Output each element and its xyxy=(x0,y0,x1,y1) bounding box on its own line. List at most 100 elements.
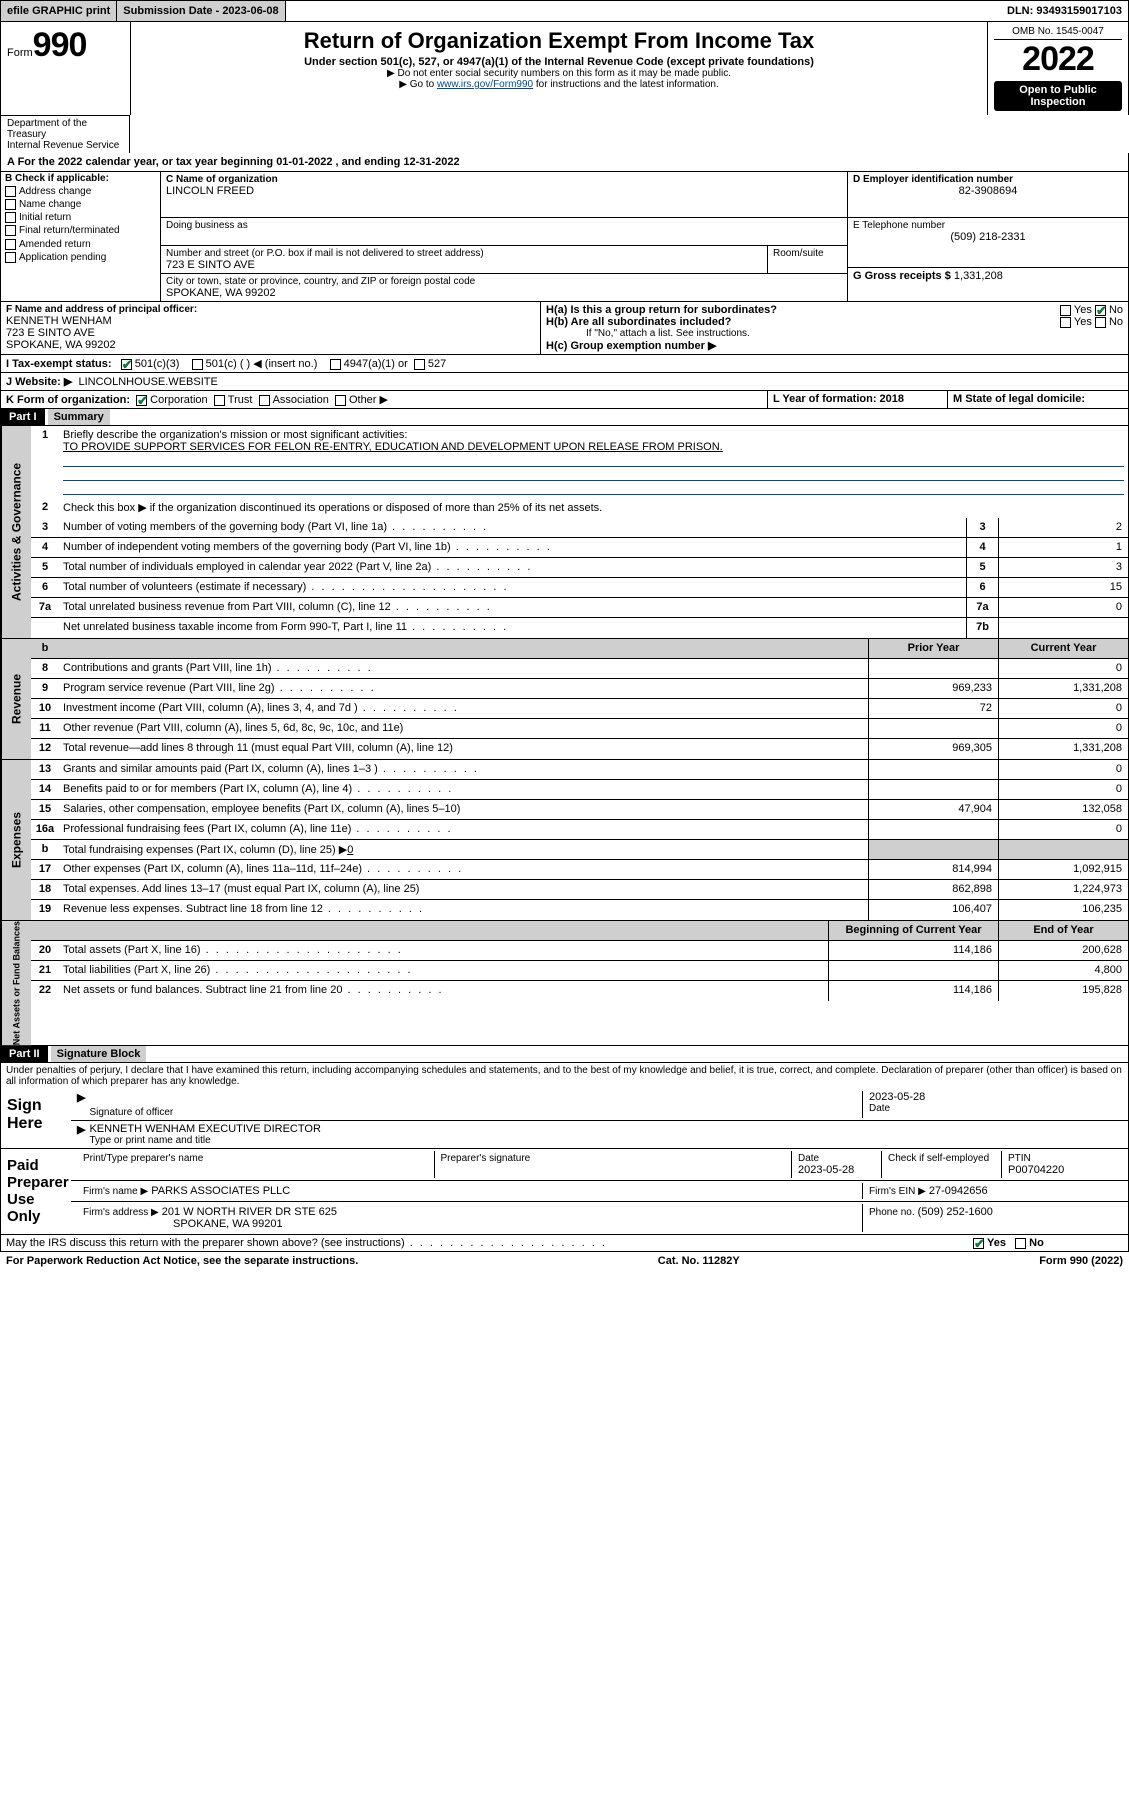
checkbox-icon[interactable] xyxy=(136,395,147,406)
d-label: D Employer identification number xyxy=(853,174,1123,185)
tab-expenses: Expenses xyxy=(1,760,31,920)
checkbox-icon[interactable] xyxy=(1095,305,1106,316)
line5-text: Total number of individuals employed in … xyxy=(59,558,966,577)
prep-date-label: Date xyxy=(798,1153,875,1164)
p21 xyxy=(828,961,998,980)
mission-text: TO PROVIDE SUPPORT SERVICES FOR FELON RE… xyxy=(63,441,723,453)
end-year-header: End of Year xyxy=(998,921,1128,940)
checkbox-icon[interactable] xyxy=(121,359,132,370)
pra-notice: For Paperwork Reduction Act Notice, see … xyxy=(6,1255,358,1267)
prep-date-val: 2023-05-28 xyxy=(798,1164,875,1176)
c16a: 0 xyxy=(998,820,1128,839)
checkbox-icon[interactable] xyxy=(5,239,16,250)
c10: 0 xyxy=(998,699,1128,718)
k-label: K Form of organization: xyxy=(6,394,130,406)
checkbox-icon[interactable] xyxy=(5,225,16,236)
c-name-label: C Name of organization xyxy=(166,174,842,185)
checkbox-icon[interactable] xyxy=(5,212,16,223)
checkbox-icon[interactable] xyxy=(335,395,346,406)
form-note1: ▶ Do not enter social security numbers o… xyxy=(137,68,981,79)
header-right: OMB No. 1545-0047 2022 Open to Public In… xyxy=(988,22,1128,115)
c21: 4,800 xyxy=(998,961,1128,980)
dln-label: DLN: 93493159017103 xyxy=(1001,1,1128,21)
checkbox-icon[interactable] xyxy=(1060,317,1071,328)
note2-post: for instructions and the latest informat… xyxy=(533,79,719,90)
sig-officer-label: Signature of officer xyxy=(89,1107,862,1118)
dept2: Internal Revenue Service xyxy=(7,140,119,151)
prior-year-header: Prior Year xyxy=(868,639,998,658)
p20: 114,186 xyxy=(828,941,998,960)
self-employed: Check if self-employed xyxy=(882,1151,1002,1178)
checkbox-icon[interactable] xyxy=(1095,317,1106,328)
b-opt-final: Final return/terminated xyxy=(1,224,160,237)
i-4947: 4947(a)(1) or xyxy=(344,358,408,370)
no-label: No xyxy=(1029,1237,1044,1249)
line7a-val: 0 xyxy=(998,598,1128,617)
p16a xyxy=(868,820,998,839)
officer-name: KENNETH WENHAM xyxy=(6,315,535,327)
part-i-tag: Part I xyxy=(1,409,45,425)
b-opt-initial: Initial return xyxy=(1,211,160,224)
form-footer: Form 990 (2022) xyxy=(1039,1255,1123,1267)
city-label: City or town, state or province, country… xyxy=(166,276,842,287)
line2-text: Check this box ▶ if the organization dis… xyxy=(59,498,1128,518)
header-center: Return of Organization Exempt From Incom… xyxy=(131,22,988,115)
line-num xyxy=(31,618,59,638)
ha-label: H(a) Is this a group return for subordin… xyxy=(546,304,777,316)
checkbox-icon[interactable] xyxy=(414,359,425,370)
p9: 969,233 xyxy=(868,679,998,698)
l20: Total assets (Part X, line 16) xyxy=(59,941,828,960)
checkbox-icon[interactable] xyxy=(214,395,225,406)
i-501c3: 501(c)(3) xyxy=(135,358,180,370)
org-city: SPOKANE, WA 99202 xyxy=(166,287,842,299)
tab-netassets: Net Assets or Fund Balances xyxy=(1,921,31,1045)
line-box: 7a xyxy=(966,598,998,617)
dept-treasury: Department of the Treasury Internal Reve… xyxy=(0,115,130,153)
header-blank xyxy=(59,639,868,658)
checkbox-icon[interactable] xyxy=(5,186,16,197)
line-num: 5 xyxy=(31,558,59,577)
checkbox-icon[interactable] xyxy=(973,1238,984,1249)
c17: 1,092,915 xyxy=(998,860,1128,879)
line-box: 4 xyxy=(966,538,998,557)
checkbox-icon[interactable] xyxy=(259,395,270,406)
checkbox-icon[interactable] xyxy=(1060,305,1071,316)
irs-link[interactable]: www.irs.gov/Form990 xyxy=(437,79,533,90)
efile-print-button[interactable]: efile GRAPHIC print xyxy=(1,1,117,21)
b-opt-pending: Application pending xyxy=(1,251,160,264)
checkbox-icon[interactable] xyxy=(1015,1238,1026,1249)
b-opt-amended: Amended return xyxy=(1,238,160,251)
arrow-icon: ▶ xyxy=(77,1091,85,1118)
checkbox-icon[interactable] xyxy=(330,359,341,370)
b-opt-address: Address change xyxy=(1,185,160,198)
i-501c: 501(c) ( ) ◀ (insert no.) xyxy=(206,358,318,370)
line-j: J Website: ▶ LINCOLNHOUSE.WEBSITE xyxy=(1,373,1128,390)
gross-receipts: 1,331,208 xyxy=(954,270,1003,282)
checkbox-icon[interactable] xyxy=(5,252,16,263)
hc-label: H(c) Group exemption number ▶ xyxy=(546,339,1123,352)
paid-preparer-label: Paid Preparer Use Only xyxy=(1,1149,71,1234)
firm-addr: 201 W NORTH RIVER DR STE 625 xyxy=(162,1206,337,1218)
line-num: 6 xyxy=(31,578,59,597)
c18: 1,224,973 xyxy=(998,880,1128,899)
e-label: E Telephone number xyxy=(853,220,1123,231)
k-corp: Corporation xyxy=(150,394,207,406)
l10: Investment income (Part VIII, column (A)… xyxy=(59,699,868,718)
yes-label: Yes xyxy=(1074,304,1092,316)
yes-label: Yes xyxy=(1074,316,1092,328)
cat-no: Cat. No. 11282Y xyxy=(658,1255,740,1267)
line3-text: Number of voting members of the governin… xyxy=(59,518,966,537)
checkbox-icon[interactable] xyxy=(5,199,16,210)
line-box: 3 xyxy=(966,518,998,537)
l14: Benefits paid to or for members (Part IX… xyxy=(59,780,868,799)
c13: 0 xyxy=(998,760,1128,779)
checkbox-icon[interactable] xyxy=(192,359,203,370)
firm-name: PARKS ASSOCIATES PLLC xyxy=(151,1185,290,1197)
submission-date-button[interactable]: Submission Date - 2023-06-08 xyxy=(117,1,285,21)
firm-phone: (509) 252-1600 xyxy=(918,1206,993,1218)
l17: Other expenses (Part IX, column (A), lin… xyxy=(59,860,868,879)
l16b: Total fundraising expenses (Part IX, col… xyxy=(59,840,868,859)
form-note2: ▶ Go to www.irs.gov/Form990 for instruct… xyxy=(137,79,981,90)
line6-val: 15 xyxy=(998,578,1128,597)
line-num: 2 xyxy=(31,498,59,518)
